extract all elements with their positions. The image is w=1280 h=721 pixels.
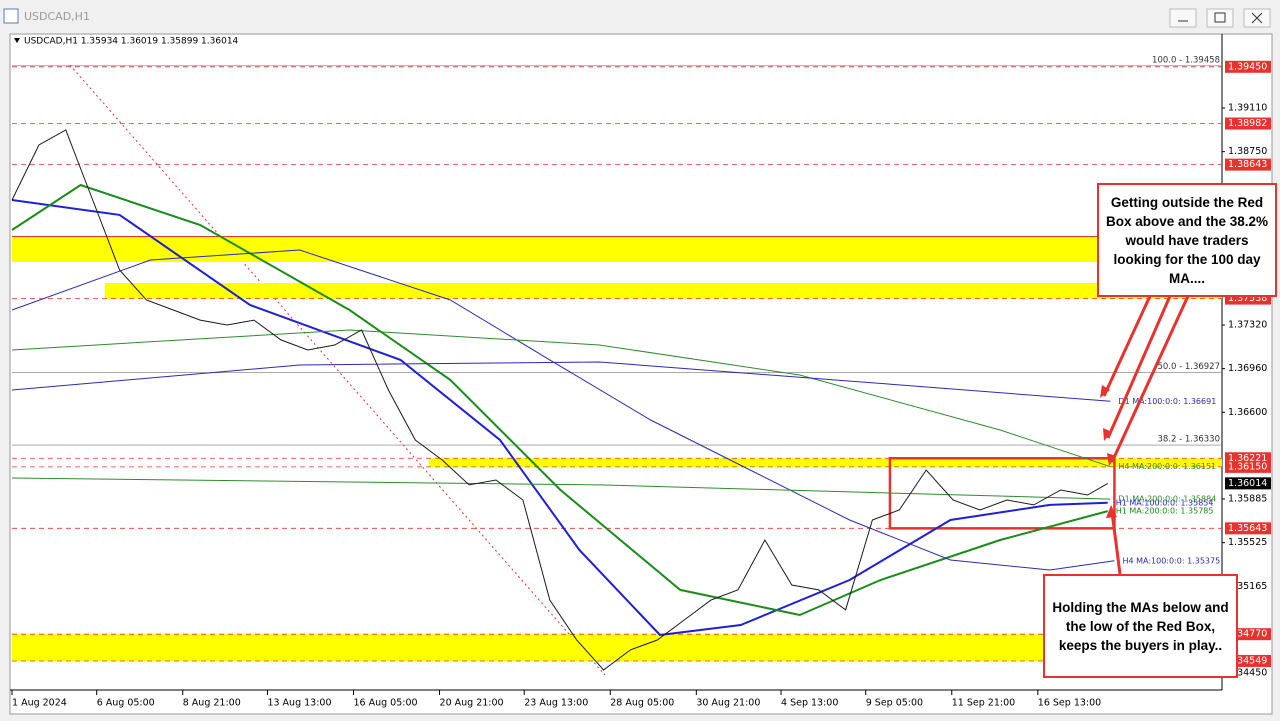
y-tick-label: 1.36600 (1228, 407, 1267, 418)
level-tag (1225, 158, 1271, 171)
support-resistance-zone (104, 282, 1222, 299)
y-tick-label: 1.35885 (1228, 493, 1267, 504)
level-tag (1225, 522, 1271, 535)
maximize-button[interactable] (1206, 8, 1234, 28)
arrow (1110, 511, 1122, 575)
x-tick-label: 16 Aug 05:00 (353, 698, 417, 709)
y-tick-label: 1.38750 (1228, 146, 1267, 157)
arrows (1100, 295, 1190, 575)
level-label: 1.35643 (1228, 523, 1267, 534)
moving-average (11, 477, 1111, 500)
x-tick-label: 30 Aug 21:00 (696, 698, 760, 709)
window-buttons[interactable] (1169, 8, 1271, 28)
ma-label: D1 MA:200:0:0: 1.35884 (1118, 495, 1216, 504)
fib-label: 38.2 - 1.36330 (1157, 435, 1220, 445)
x-tick-label: 1 Aug 2024 (12, 698, 67, 709)
maximize-icon (1214, 12, 1226, 23)
arrow (1110, 295, 1190, 463)
x-tick-label: 4 Sep 13:00 (781, 698, 838, 709)
support-resistance-zone (12, 634, 1222, 661)
price-line (11, 129, 1108, 671)
x-tick-label: 20 Aug 21:00 (440, 698, 504, 709)
ma-label: D1 MA:100:0:0: 1.36691 (1118, 397, 1216, 406)
arrow-head (1100, 385, 1116, 466)
arrow (1102, 295, 1152, 397)
fib-trendline (69, 64, 606, 676)
annotation: Getting outside the Red Box above and th… (1097, 183, 1277, 297)
x-tick-label: 23 Aug 13:00 (524, 698, 588, 709)
x-tick-label: 8 Aug 21:00 (183, 698, 241, 709)
window-bar (0, 0, 1280, 32)
level-label: 1.38982 (1228, 118, 1267, 129)
moving-average (11, 199, 1108, 637)
x-tick-label: 9 Sep 05:00 (866, 698, 923, 709)
y-tick-label: 1.35525 (1228, 537, 1267, 548)
level-label: 1.39450 (1228, 61, 1267, 72)
ma-label: H4 MA:200:0:0: 1.36151 (1118, 462, 1216, 471)
window-icon (3, 8, 19, 24)
moving-average (11, 329, 1111, 468)
level-label: 1.34770 (1228, 629, 1267, 640)
level-tag (1225, 117, 1271, 130)
support-resistance-zone (12, 237, 1222, 262)
minimize-button[interactable] (1169, 8, 1197, 28)
fib-label: 100.0 - 1.39458 (1152, 55, 1220, 65)
y-tick-label: 1.39110 (1228, 103, 1267, 114)
x-tick-label: 11 Sep 21:00 (952, 698, 1015, 709)
level-tag (1225, 460, 1271, 473)
annotation: Holding the MAs below and the low of the… (1043, 574, 1238, 678)
window-title: USDCAD,H1 (24, 10, 90, 23)
level-label: 1.36150 (1228, 461, 1267, 472)
x-tick-label: 16 Sep 13:00 (1038, 698, 1101, 709)
arrow-head (1106, 505, 1117, 518)
level-label: 1.34549 (1228, 655, 1267, 666)
ma-label: H1 MA:200:0:0: 1.35785 (1116, 507, 1214, 516)
symbol-info: USDCAD,H1 1.35934 1.36019 1.35899 1.3601… (24, 37, 239, 47)
level-label: 1.36221 (1228, 453, 1267, 464)
support-resistance-zone (428, 458, 1222, 467)
arrow (1106, 295, 1172, 439)
ma-label: H4 MA:100:0:0: 1.35375 (1122, 556, 1220, 565)
fib-label: 50.0 - 1.36927 (1157, 362, 1220, 372)
info-arrow (14, 38, 20, 43)
moving-average (11, 249, 1115, 571)
x-tick-label: 28 Aug 05:00 (610, 698, 674, 709)
x-tick-label: 6 Aug 05:00 (97, 698, 155, 709)
close-icon (1251, 12, 1263, 24)
y-tick-label: 1.36960 (1228, 363, 1267, 374)
x-tick-label: 13 Aug 13:00 (267, 698, 331, 709)
level-label: 1.37538 (1228, 293, 1267, 304)
y-tick-label: 1.34450 (1228, 667, 1267, 678)
y-tick-label: 1.37320 (1228, 320, 1267, 331)
moving-average (11, 183, 1108, 617)
y-tick-label: 1.35165 (1228, 581, 1267, 592)
moving-average (11, 361, 1111, 402)
level-label: 1.38643 (1228, 159, 1267, 170)
last-price-label: 1.36014 (1228, 478, 1267, 489)
level-tag (1225, 60, 1271, 73)
ma-label: H1 MA:100:0:0: 1.35854 (1116, 498, 1214, 507)
last-price-tag (1225, 477, 1271, 490)
